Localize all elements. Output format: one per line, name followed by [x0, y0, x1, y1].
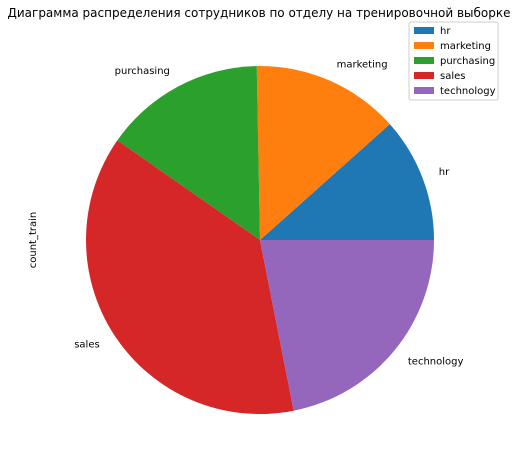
- legend: hr marketing purchasing sales technology: [408, 21, 499, 101]
- legend-swatch-technology: [414, 87, 434, 94]
- chart-title: Диаграмма распределения сотрудников по о…: [7, 6, 510, 20]
- legend-swatch-marketing: [414, 42, 434, 49]
- legend-label-marketing: marketing: [440, 41, 491, 52]
- pie-slice-technology: [260, 240, 434, 411]
- pie-slice-purchasing: [117, 66, 260, 240]
- legend-swatch-purchasing: [414, 57, 434, 64]
- legend-label-technology: technology: [440, 86, 496, 97]
- slice-label-sales: sales: [74, 340, 99, 351]
- slice-label-hr: hr: [439, 167, 450, 178]
- legend-frame: [408, 21, 499, 101]
- slice-label-technology: technology: [408, 357, 464, 368]
- legend-items: hr marketing purchasing sales technology: [414, 26, 496, 97]
- pie-slice-hr: [260, 124, 434, 240]
- y-axis-label: count_train: [28, 212, 39, 269]
- legend-swatch-hr: [414, 27, 434, 34]
- legend-label-sales: sales: [440, 71, 465, 82]
- pie-slices: [86, 65, 434, 414]
- slice-label-marketing: marketing: [337, 60, 388, 71]
- legend-swatch-sales: [414, 72, 434, 79]
- slice-label-purchasing: purchasing: [115, 66, 170, 77]
- legend-label-hr: hr: [440, 26, 451, 37]
- pie-slice-marketing: [256, 65, 390, 240]
- legend-label-purchasing: purchasing: [440, 56, 495, 67]
- pie-slice-sales: [86, 140, 294, 414]
- pie-labels: hr marketing purchasing sales technology: [74, 60, 463, 368]
